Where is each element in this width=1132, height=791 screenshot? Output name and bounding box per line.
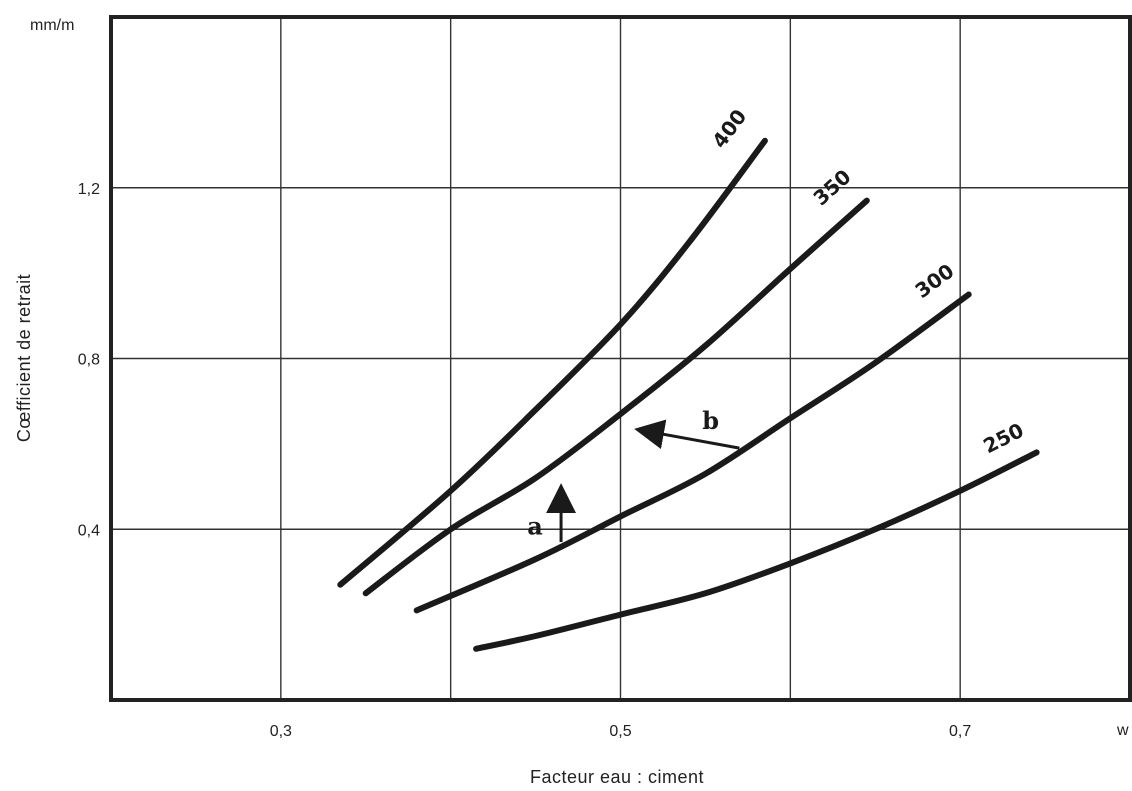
grid [111, 17, 1130, 700]
series-label-300: 300 [911, 259, 959, 303]
series-line-300 [413, 291, 972, 614]
y-tick-label: 0,4 [78, 522, 100, 539]
annotation-arrow-b [634, 419, 740, 450]
y-unit-label: mm/m [30, 17, 74, 34]
annotations: ab [527, 406, 740, 543]
series-label-400: 400 [707, 105, 751, 153]
y-axis-title: Cœfficient de retrait [14, 274, 34, 442]
y-tick-label: 1,2 [78, 181, 100, 198]
x-axis-title: Facteur eau : ciment [530, 767, 704, 787]
series-line-250 [473, 449, 1040, 652]
annotation-label-a: a [527, 512, 543, 541]
x-tick-label: 0,3 [270, 723, 292, 740]
plot-frame [109, 15, 1132, 702]
tick-labels: 0,3 0,5 0,7 0,4 0,8 1,2 [78, 181, 972, 740]
x-tick-label: 0,7 [949, 723, 971, 740]
x-unit-label: w [1116, 722, 1129, 739]
y-tick-label: 0,8 [78, 352, 100, 369]
series-label-350: 350 [809, 165, 856, 211]
series-line-350 [362, 197, 870, 597]
series-label-250: 250 [979, 418, 1027, 458]
curves: 400 350 300 250 [337, 105, 1040, 652]
annotation-label-b: b [702, 406, 719, 435]
series-line-400 [337, 137, 768, 588]
x-tick-label: 0,5 [609, 723, 631, 740]
